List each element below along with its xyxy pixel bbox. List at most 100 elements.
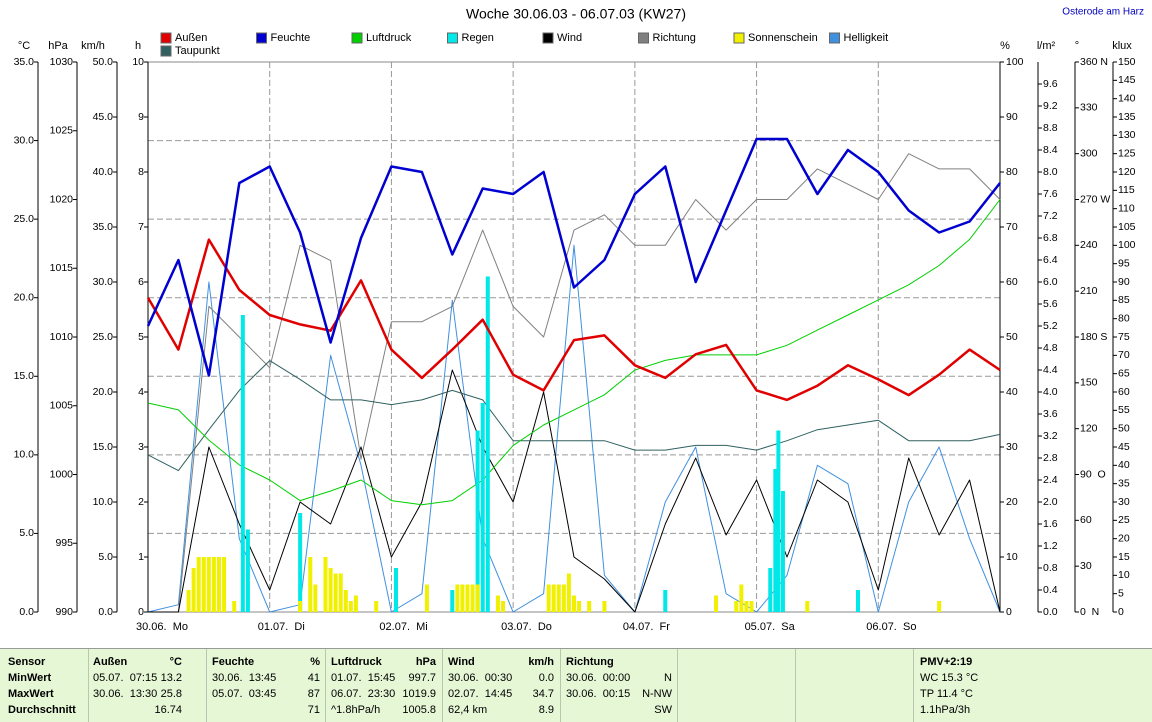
y-tick-label: 270 W: [1080, 193, 1110, 205]
y-tick-label: 2.8: [1043, 452, 1058, 464]
axis-unit: %: [1000, 40, 1010, 52]
y-tick-label: 7: [138, 221, 144, 233]
bar: [572, 595, 576, 612]
bar: [240, 315, 245, 612]
cell-label: 30.06. 00:30: [448, 672, 513, 684]
y-tick-label: 15.0: [14, 370, 35, 382]
pmv-value: 1.1hPa/3h: [920, 704, 971, 716]
y-tick-label: 180 S: [1080, 331, 1107, 343]
y-tick-label: 6.4: [1043, 254, 1058, 266]
y-tick-label: 3.6: [1043, 408, 1058, 420]
x-tick-label: 02.07. Mi: [379, 621, 427, 633]
cell-label: 05.07. 03:45: [212, 688, 277, 700]
bar: [308, 557, 313, 612]
y-tick-label: 80: [1118, 312, 1130, 324]
y-tick-label: 110: [1118, 202, 1135, 214]
y-tick-label: 6: [138, 276, 144, 288]
column-separator: [88, 649, 89, 722]
y-tick-label: 2.4: [1043, 474, 1058, 486]
cell-label: 30.06. 13:45: [212, 672, 277, 684]
bar: [455, 584, 460, 612]
y-tick-label: 150: [1118, 56, 1136, 68]
row-label: Durchschnitt: [8, 704, 76, 716]
y-tick-label: 65: [1118, 367, 1130, 379]
y-tick-label: 2: [138, 496, 144, 508]
y-tick-label: 100: [1118, 239, 1136, 251]
y-tick-label: 8.4: [1043, 144, 1058, 156]
axis-unit: l/m²: [1037, 40, 1056, 52]
column-separator: [913, 649, 914, 722]
y-tick-label: 25.0: [14, 213, 35, 225]
y-tick-label: 330: [1080, 102, 1098, 114]
x-tick-label: 03.07. Do: [501, 621, 552, 633]
y-tick-label: 135: [1118, 111, 1136, 123]
y-tick-label: 5: [1118, 587, 1124, 599]
cell-value: 1005.8: [402, 704, 436, 716]
y-tick-label: 20.0: [14, 291, 35, 303]
legend-swatch: [542, 32, 554, 44]
y-tick-label: 9.6: [1043, 78, 1058, 90]
y-tick-label: 70: [1118, 349, 1130, 361]
y-tick-label: 25: [1118, 514, 1130, 526]
bar: [460, 584, 465, 612]
bar: [313, 584, 318, 612]
bar: [232, 601, 237, 612]
bar: [348, 601, 353, 612]
bar: [602, 601, 607, 612]
axis-unit: hPa: [48, 40, 68, 52]
y-tick-label: 70: [1006, 221, 1018, 233]
bar: [196, 557, 201, 612]
bar: [663, 590, 668, 612]
bar: [338, 573, 343, 612]
y-tick-label: 7.2: [1043, 210, 1058, 222]
bar: [480, 403, 485, 612]
x-tick-label: 05.07. Sa: [745, 621, 796, 633]
y-tick-label: 5.2: [1043, 320, 1058, 332]
bar: [470, 584, 475, 612]
cell-label: 62,4 km: [448, 704, 488, 716]
y-tick-label: 0 N: [1080, 606, 1099, 618]
y-tick-label: 6.8: [1043, 232, 1058, 244]
axis-unit: klux: [1112, 40, 1132, 52]
bar: [556, 584, 561, 612]
y-tick-label: 5: [138, 331, 144, 343]
y-tick-label: 4: [138, 386, 144, 398]
legend-swatch: [829, 32, 840, 44]
y-tick-label: 15: [1118, 551, 1130, 563]
bar: [211, 557, 216, 612]
series-line: [146, 137, 1001, 377]
plot-area: [147, 61, 1001, 613]
station: Osterode am Harz: [1062, 7, 1144, 18]
y-tick-label: 90: [1006, 111, 1018, 123]
y-tick-label: 10: [132, 56, 144, 68]
y-tick-label: 20: [1006, 496, 1018, 508]
y-tick-label: 0.4: [1043, 584, 1058, 596]
bar: [546, 584, 551, 612]
y-tick-label: 10: [1118, 569, 1130, 581]
bar: [577, 601, 582, 612]
y-tick-label: 10: [1006, 551, 1018, 563]
column-separator: [677, 649, 678, 722]
bar: [485, 276, 490, 612]
y-tick-label: 1000: [50, 468, 74, 480]
chart: Woche 30.06.03 - 06.07.03 (KW27) Osterod…: [14, 6, 1144, 633]
cell-value: 16.74: [154, 704, 182, 716]
pmv-value: WC 15.3 °C: [920, 672, 979, 684]
section-unit: hPa: [415, 656, 436, 668]
summary-table: Sensor MinWert MaxWert Durchschnitt Außen °C 0…: [0, 648, 1152, 722]
chart-title: Woche 30.06.03 - 06.07.03 (KW27): [466, 6, 686, 22]
bar: [587, 601, 592, 612]
cell-value: 8.9: [538, 704, 554, 716]
cell-label: 06.07. 23:30: [331, 688, 396, 700]
bar: [714, 595, 718, 612]
y-tick-label: 8.0: [1043, 166, 1058, 178]
y-tick-label: 240: [1080, 239, 1098, 251]
y-tick-label: 95: [1118, 257, 1130, 269]
bar: [776, 430, 781, 612]
y-tick-label: 1030: [50, 56, 74, 68]
cell-label: 02.07. 14:45: [448, 688, 513, 700]
cell-value: SW: [654, 704, 672, 716]
bar: [856, 590, 860, 612]
series-line: [146, 238, 1001, 402]
